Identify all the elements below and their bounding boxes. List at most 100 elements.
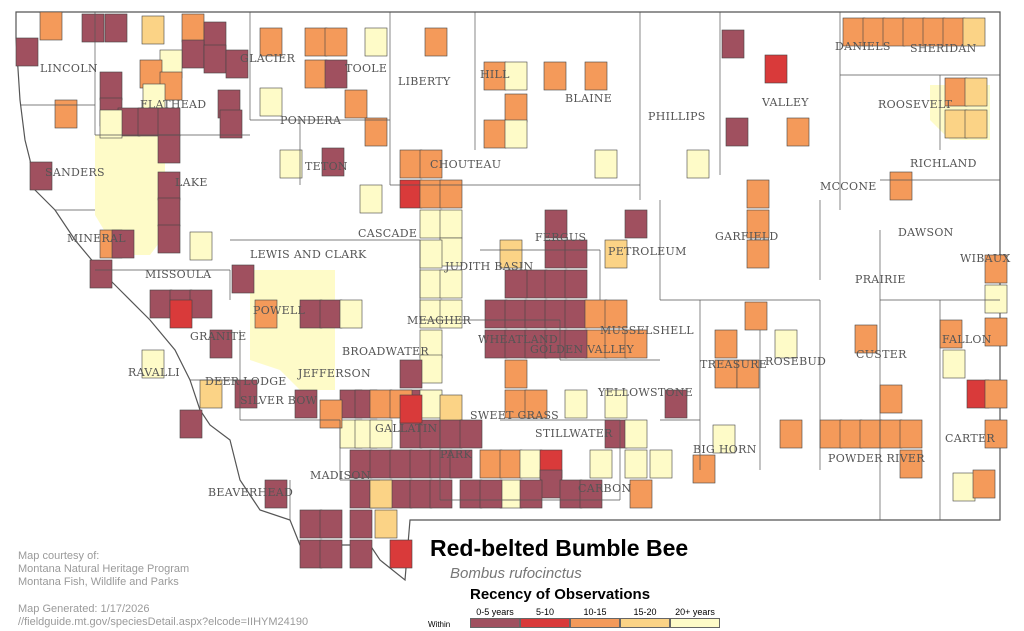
observation-cell (504, 269, 528, 299)
observation-cell (359, 184, 383, 214)
observation-cell (649, 449, 673, 479)
county-label: TREASURE (700, 358, 767, 371)
county-label: MEAGHER (407, 314, 471, 327)
observation-cell (181, 13, 205, 43)
observation-cell (419, 389, 443, 419)
observation-cell (579, 479, 603, 509)
observation-cell (504, 299, 528, 329)
observation-cell (409, 449, 433, 479)
county-label: BLAINE (565, 92, 612, 105)
county-label: MADISON (310, 469, 371, 482)
observation-cell (524, 389, 548, 419)
observation-cell (499, 449, 523, 479)
observation-cell (104, 13, 128, 43)
observation-cell (725, 117, 749, 147)
observation-cell (479, 479, 503, 509)
observation-cell (15, 37, 39, 67)
observation-cell (254, 299, 278, 329)
observation-cell (419, 149, 443, 179)
observation-cell (564, 329, 588, 359)
observation-cell (543, 61, 567, 91)
shaded-area (95, 135, 165, 255)
observation-cell (369, 479, 393, 509)
county-label: VALLEY (761, 96, 809, 109)
observation-cell (349, 509, 373, 539)
legend-swatch-15-20 (620, 618, 670, 628)
observation-cell (774, 329, 798, 359)
observation-cell (972, 469, 996, 499)
observation-cell (484, 299, 508, 329)
observation-cell (604, 389, 628, 419)
legend-label: 0-5 years (476, 607, 514, 617)
observation-cell (624, 449, 648, 479)
observation-cell (984, 254, 1008, 284)
observation-cell (879, 384, 903, 414)
observation-cell (39, 11, 63, 41)
observation-cell (714, 329, 738, 359)
observation-cell (419, 239, 443, 269)
observation-cell (439, 419, 463, 449)
county-label: ROOSEVELT (878, 98, 953, 111)
observation-cell (519, 449, 543, 479)
county-label: POWDER RIVER (828, 452, 925, 465)
observation-cell (339, 299, 363, 329)
county-label: WHEATLAND (478, 333, 558, 346)
observation-cell (319, 509, 343, 539)
observation-cell (234, 379, 258, 409)
observation-cell (964, 109, 988, 139)
county-label: GRANITE (190, 330, 246, 343)
observation-cell (304, 27, 328, 57)
county-label: STILLWATER (535, 427, 613, 440)
observation-cell (544, 209, 568, 239)
county-label: PRAIRIE (855, 273, 906, 286)
legend-label: 10-15 (583, 607, 607, 617)
observation-cell (746, 239, 770, 269)
county-label: DEER LODGE (205, 375, 287, 388)
observation-cell (544, 299, 568, 329)
observation-cell (459, 419, 483, 449)
credit-line: Map courtesy of: (18, 550, 100, 562)
observation-cell (264, 479, 288, 509)
observation-cell (319, 399, 343, 429)
county-label: PHILLIPS (648, 110, 706, 123)
observation-cell (324, 59, 348, 89)
county-label: GARFIELD (715, 230, 779, 243)
observation-cell (746, 209, 770, 239)
observation-cell (181, 39, 205, 69)
observation-cell (439, 209, 463, 239)
county-label: LEWIS AND CLARK (250, 248, 367, 261)
source-url[interactable]: //fieldguide.mt.gov/speciesDetail.aspx?e… (18, 616, 309, 628)
credits: Map courtesy of: Montana Natural Heritag… (18, 550, 189, 589)
observation-cell (899, 419, 923, 449)
observation-cell (389, 449, 413, 479)
county-label: MISSOULA (145, 268, 212, 281)
observation-cell (399, 394, 423, 424)
observation-cell (952, 472, 976, 502)
observation-cell (721, 29, 745, 59)
generated-date: Map Generated: 1/17/2026 (18, 603, 150, 615)
scientific-name: Bombus rufocinctus (450, 565, 582, 582)
observation-cell (524, 299, 548, 329)
county-label: SANDERS (45, 166, 105, 179)
county-label: SHERIDAN (910, 42, 977, 55)
observation-cell (219, 109, 243, 139)
observation-cell (564, 239, 588, 269)
observation-cell (369, 389, 393, 419)
observation-cell (624, 419, 648, 449)
county-label: DANIELS (835, 40, 891, 53)
legend-title: Recency of Observations (470, 586, 651, 603)
observation-cell (319, 539, 343, 569)
observation-cell (746, 179, 770, 209)
observation-cell (419, 179, 443, 209)
observation-cell (499, 239, 523, 269)
species-title: Red-belted Bumble Bee (430, 535, 689, 561)
observation-cell (564, 389, 588, 419)
observation-cell (854, 324, 878, 354)
observation-cell (712, 424, 736, 454)
observation-cell (984, 379, 1008, 409)
observation-cell (399, 149, 423, 179)
observation-cells (15, 11, 1008, 569)
county-borders (20, 12, 1000, 520)
observation-cell (389, 479, 413, 509)
observation-cell (692, 454, 716, 484)
